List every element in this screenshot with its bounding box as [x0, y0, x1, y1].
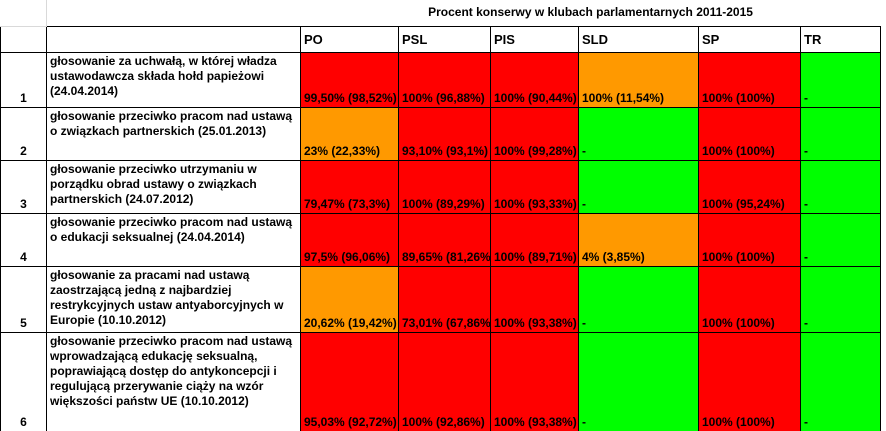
value-cell-tr[interactable]: -: [799, 106, 882, 161]
table-row: 3 głosowanie przeciwko utrzymaniu w porz…: [0, 159, 882, 214]
row-number[interactable]: 2: [0, 106, 47, 161]
value-cell-psl[interactable]: 100% (96,88%): [398, 51, 491, 108]
value-cell-sp[interactable]: 100% (100%): [698, 265, 801, 333]
value-cell-sld[interactable]: 100% (11,54%): [578, 51, 699, 108]
value-cell-psl[interactable]: 89,65% (81,26%): [398, 212, 491, 267]
value-cell-pis[interactable]: 100% (93,33%): [490, 159, 579, 214]
row-description[interactable]: głosowanie przeciwko pracom nad ustawą o…: [46, 106, 301, 161]
row-number[interactable]: 4: [0, 212, 47, 267]
value-cell-psl[interactable]: 100% (92,86%): [398, 331, 491, 431]
table-row: 5 głosowanie za pracami nad ustawą zaost…: [0, 265, 882, 333]
value-cell-pis[interactable]: 100% (90,44%): [490, 51, 579, 108]
value-cell-sld[interactable]: -: [578, 331, 699, 431]
page-title: Procent konserwy w klubach parlamentarny…: [300, 0, 881, 26]
value-cell-po[interactable]: 23% (22,33%): [300, 106, 399, 161]
value-cell-sp[interactable]: 100% (100%): [698, 212, 801, 267]
value-cell-pis[interactable]: 100% (93,38%): [490, 265, 579, 333]
value-cell-sp[interactable]: 100% (100%): [698, 51, 801, 108]
value-cell-sld[interactable]: -: [578, 265, 699, 333]
value-cell-tr[interactable]: -: [799, 265, 882, 333]
value-cell-sld[interactable]: -: [578, 106, 699, 161]
value-cell-po[interactable]: 20,62% (19,42%): [300, 265, 399, 333]
table-row: 1 głosowanie za uchwałą, w której władza…: [0, 51, 882, 108]
title-row: Procent konserwy w klubach parlamentarny…: [0, 0, 881, 27]
column-header-pis[interactable]: PIS: [490, 25, 579, 53]
column-header-sp[interactable]: SP: [698, 25, 801, 53]
value-cell-po[interactable]: 79,47% (73,3%): [300, 159, 399, 214]
spacer-cell[interactable]: [46, 0, 301, 26]
column-header-sld[interactable]: SLD: [578, 25, 699, 53]
corner-cell[interactable]: [0, 0, 47, 27]
table-row: 4 głosowanie przeciwko pracom nad ustawą…: [0, 212, 882, 267]
row-number[interactable]: 1: [0, 51, 47, 108]
row-description[interactable]: głosowanie za pracami nad ustawą zaostrz…: [46, 265, 301, 333]
row-description[interactable]: głosowanie przeciwko pracom nad ustawą o…: [46, 212, 301, 267]
value-cell-tr[interactable]: -: [799, 212, 882, 267]
value-cell-sp[interactable]: 100% (100%): [698, 106, 801, 161]
value-cell-pis[interactable]: 100% (93,38%): [490, 331, 579, 431]
header-row: PO PSL PIS SLD SP TR: [0, 25, 882, 53]
value-cell-po[interactable]: 95,03% (92,72%): [300, 331, 399, 431]
value-cell-tr[interactable]: -: [799, 159, 882, 214]
row-number[interactable]: 3: [0, 159, 47, 214]
row-description[interactable]: głosowanie przeciwko utrzymaniu w porząd…: [46, 159, 301, 214]
value-cell-po[interactable]: 97,5% (96,06%): [300, 212, 399, 267]
row-description[interactable]: głosowanie za uchwałą, w której władza u…: [46, 51, 301, 108]
value-cell-pis[interactable]: 100% (89,71%): [490, 212, 579, 267]
value-cell-po[interactable]: 99,50% (98,52%): [300, 51, 399, 108]
value-cell-sp[interactable]: 100% (100%): [698, 331, 801, 431]
row-description[interactable]: głosowanie przeciwko pracom nad ustawą w…: [46, 331, 301, 431]
value-cell-psl[interactable]: 100% (89,29%): [398, 159, 491, 214]
value-cell-tr[interactable]: -: [799, 331, 882, 431]
value-cell-sld[interactable]: -: [578, 159, 699, 214]
row-number-header[interactable]: [0, 25, 47, 53]
row-number[interactable]: 6: [0, 331, 47, 431]
column-header-psl[interactable]: PSL: [398, 25, 491, 53]
description-header[interactable]: [46, 25, 301, 53]
value-cell-sp[interactable]: 100% (95,24%): [698, 159, 801, 214]
table-row: 2 głosowanie przeciwko pracom nad ustawą…: [0, 106, 882, 161]
table-row: 6 głosowanie przeciwko pracom nad ustawą…: [0, 331, 882, 431]
value-cell-psl[interactable]: 73,01% (67,86%): [398, 265, 491, 333]
row-number[interactable]: 5: [0, 265, 47, 333]
column-header-tr[interactable]: TR: [799, 25, 882, 53]
column-header-po[interactable]: PO: [300, 25, 399, 53]
value-cell-tr[interactable]: -: [799, 51, 882, 108]
value-cell-sld[interactable]: 4% (3,85%): [578, 212, 699, 267]
value-cell-psl[interactable]: 93,10% (93,1%): [398, 106, 491, 161]
value-cell-pis[interactable]: 100% (99,28%): [490, 106, 579, 161]
